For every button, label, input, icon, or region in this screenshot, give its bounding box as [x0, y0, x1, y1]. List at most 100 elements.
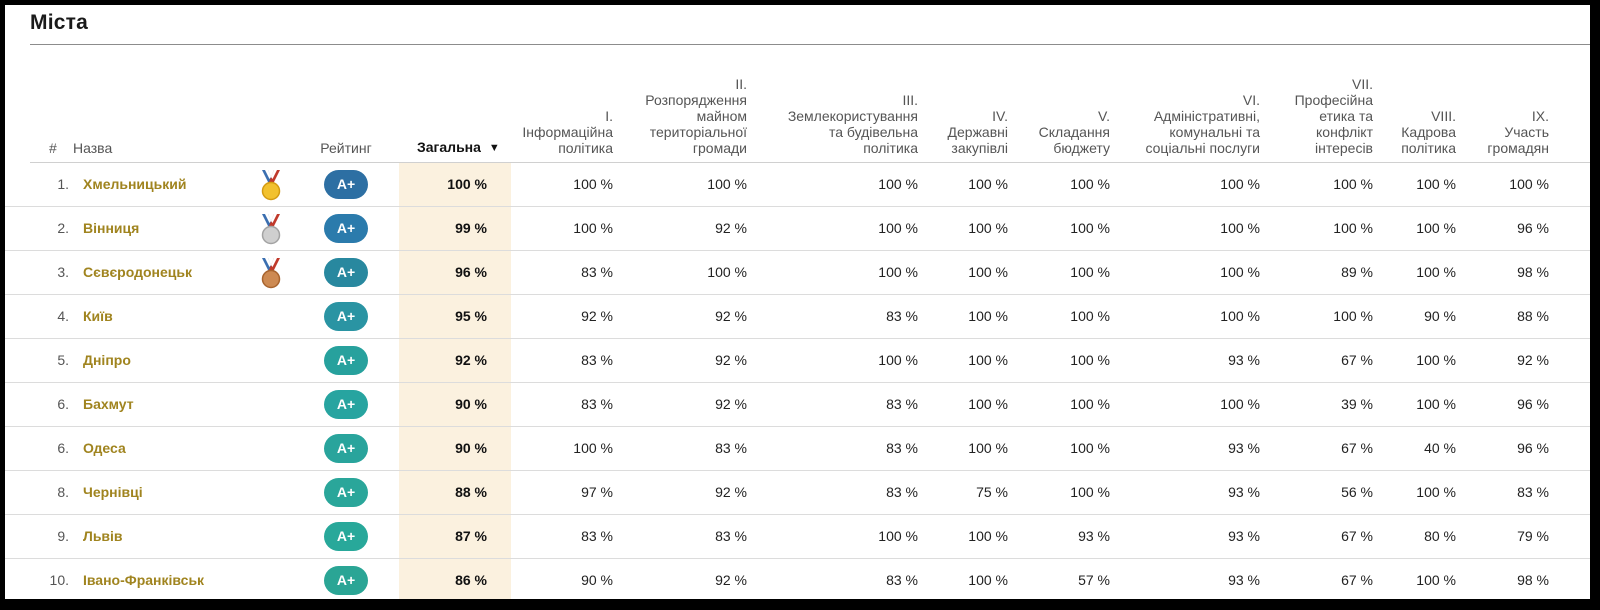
header-name[interactable]: Назва	[73, 140, 113, 156]
section-6-score: 100 %	[1220, 176, 1260, 192]
table-row[interactable]: 3. Сєвєродонецьк A+ 96 % 83 % 100 % 100 % 100 %…	[5, 251, 1590, 295]
section-6-score: 93 %	[1228, 572, 1260, 588]
section-2-score: 100 %	[707, 264, 747, 280]
header-section-3-line: Землекористування	[787, 108, 918, 124]
table-row[interactable]: 6. Одеса A+ 90 % 100 % 83 % 83 % 100 % 100 % 93 %…	[5, 427, 1590, 471]
header-section-1-line: I.	[605, 108, 613, 124]
city-name-link[interactable]: Львів	[83, 528, 123, 544]
rating-badge: A+	[324, 390, 368, 419]
city-name-link[interactable]: Дніпро	[83, 352, 131, 368]
rating-badge-cell: A+	[324, 383, 368, 426]
section-9-score: 96 %	[1517, 440, 1549, 456]
table-row[interactable]: 6. Бахмут A+ 90 % 83 % 92 % 83 % 100 % 100 % 100 …	[5, 383, 1590, 427]
section-2-score: 83 %	[715, 528, 747, 544]
rating-badge: A+	[324, 302, 368, 331]
city-name-link[interactable]: Івано-Франківськ	[83, 572, 205, 588]
city-name-link[interactable]: Бахмут	[83, 396, 134, 412]
header-section-4-line: Державні	[947, 124, 1008, 140]
city-name-link[interactable]: Вінниця	[83, 220, 140, 236]
table-row[interactable]: 2. Вінниця A+ 99 % 100 % 92 % 100 % 100 % 100 % 1…	[5, 207, 1590, 251]
table-row[interactable]: 4. Київ A+ 95 % 92 % 92 % 83 % 100 % 100 % 100 % 1…	[5, 295, 1590, 339]
header-section-2[interactable]: II. Розпорядження майном територіальної гром…	[645, 76, 747, 156]
title-divider	[30, 44, 1590, 45]
rating-badge-cell: A+	[324, 295, 368, 338]
total-score: 90 %	[455, 440, 487, 456]
header-section-2-line: територіальної	[649, 124, 747, 140]
section-4-score: 75 %	[976, 484, 1008, 500]
header-section-6-line: VI.	[1242, 92, 1260, 108]
section-9-score: 79 %	[1517, 528, 1549, 544]
section-1-score: 92 %	[581, 308, 613, 324]
section-9-score: 83 %	[1517, 484, 1549, 500]
header-section-1-line: політика	[558, 140, 613, 156]
section-6-score: 100 %	[1220, 220, 1260, 236]
city-name-link[interactable]: Київ	[83, 308, 113, 324]
total-score: 88 %	[455, 484, 487, 500]
header-section-1[interactable]: I. Інформаційна політика	[522, 108, 613, 156]
table-row[interactable]: 10. Івано-Франківськ A+ 86 % 90 % 92 % 83 % 100…	[5, 559, 1590, 599]
table-row[interactable]: 5. Дніпро A+ 92 % 83 % 92 % 100 % 100 % 100 % 93 …	[5, 339, 1590, 383]
section-5-score: 100 %	[1070, 484, 1110, 500]
section-4-score: 100 %	[968, 264, 1008, 280]
section-5-score: 100 %	[1070, 352, 1110, 368]
header-total-sorted[interactable]: Загальна ▼	[417, 139, 511, 156]
section-4-score: 100 %	[968, 308, 1008, 324]
header-number: #	[49, 140, 57, 156]
header-section-4-line: закупівлі	[951, 140, 1008, 156]
city-name-link[interactable]: Чернівці	[83, 484, 143, 500]
table-row[interactable]: 8. Чернівці A+ 88 % 97 % 92 % 83 % 75 % 100 % 93 …	[5, 471, 1590, 515]
city-name-link[interactable]: Одеса	[83, 440, 126, 456]
section-7-score: 89 %	[1341, 264, 1373, 280]
header-section-3[interactable]: III. Землекористування та будівельна політи…	[788, 92, 918, 156]
header-section-6[interactable]: VI. Адміністративні, комунальні та соціальн…	[1145, 92, 1260, 156]
rank-number: 9.	[57, 528, 69, 544]
gold-medal-icon	[259, 163, 283, 206]
cities-panel: Міста # Назва Рейтинг Загальна ▼ I. Інформ…	[5, 5, 1590, 599]
table-row[interactable]: 9. Львів A+ 87 % 83 % 83 % 100 % 100 % 93 % 93 % 6…	[5, 515, 1590, 559]
section-4-score: 100 %	[968, 396, 1008, 412]
header-section-6-line: Адміністративні,	[1153, 108, 1260, 124]
section-2-score: 92 %	[715, 572, 747, 588]
section-5-score: 100 %	[1070, 440, 1110, 456]
header-rating[interactable]: Рейтинг	[320, 140, 372, 156]
section-2-score: 83 %	[715, 440, 747, 456]
header-section-7-line: конфлікт	[1316, 124, 1373, 140]
rating-badge-cell: A+	[324, 207, 368, 250]
section-6-score: 93 %	[1228, 440, 1260, 456]
rank-number: 6.	[57, 396, 69, 412]
rank-number: 4.	[57, 308, 69, 324]
section-7-score: 100 %	[1333, 220, 1373, 236]
section-2-score: 100 %	[707, 176, 747, 192]
silver-medal-icon	[259, 207, 283, 250]
section-7-score: 67 %	[1341, 352, 1373, 368]
city-name-link[interactable]: Сєвєродонецьк	[83, 264, 192, 280]
table-row[interactable]: 1. Хмельницький A+ 100 % 100 % 100 % 100 % 100 …	[5, 163, 1590, 207]
header-section-9[interactable]: IX. Участь громадян	[1487, 108, 1549, 156]
rating-badge-cell: A+	[324, 339, 368, 382]
table-body: 1. Хмельницький A+ 100 % 100 % 100 % 100 % 100 …	[5, 163, 1590, 599]
section-3-score: 83 %	[886, 308, 918, 324]
header-section-5-line: Складання	[1038, 124, 1110, 140]
section-6-score: 93 %	[1228, 484, 1260, 500]
header-section-3-line: III.	[902, 92, 918, 108]
header-section-8[interactable]: VIII. Кадрова політика	[1401, 108, 1456, 156]
section-4-score: 100 %	[968, 352, 1008, 368]
header-section-4[interactable]: IV. Державні закупівлі	[948, 108, 1008, 156]
rating-badge-cell: A+	[324, 559, 368, 599]
section-6-score: 100 %	[1220, 264, 1260, 280]
section-3-score: 100 %	[878, 176, 918, 192]
sort-descending-icon: ▼	[488, 142, 500, 154]
section-7-score: 67 %	[1341, 440, 1373, 456]
rating-badge-cell: A+	[324, 427, 368, 470]
header-section-5[interactable]: V. Складання бюджету	[1039, 108, 1110, 156]
section-9-score: 98 %	[1517, 572, 1549, 588]
section-8-score: 100 %	[1416, 176, 1456, 192]
city-name-link[interactable]: Хмельницький	[83, 176, 187, 192]
section-6-score: 93 %	[1228, 352, 1260, 368]
section-9-score: 96 %	[1517, 396, 1549, 412]
section-4-score: 100 %	[968, 572, 1008, 588]
header-section-7[interactable]: VII. Професійна етика та конфлікт інтересів	[1295, 76, 1373, 156]
header-section-8-line: VIII.	[1431, 108, 1456, 124]
header-section-7-line: етика та	[1319, 108, 1373, 124]
header-divider	[30, 162, 1590, 163]
